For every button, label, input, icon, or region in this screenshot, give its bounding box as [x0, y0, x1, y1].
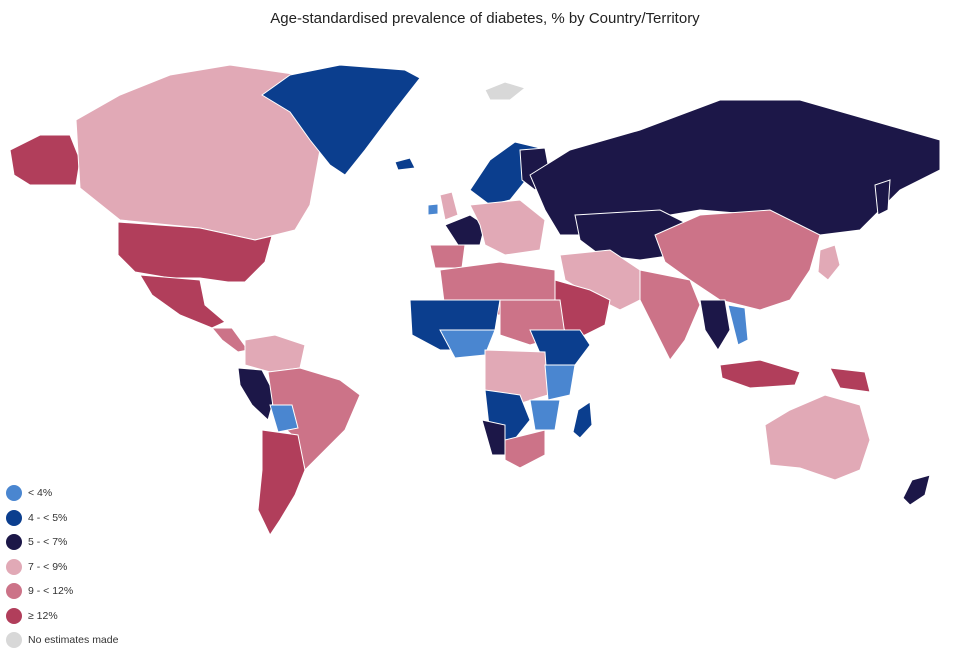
region-usa: [117, 221, 273, 283]
region-southern-africa: [504, 429, 546, 469]
region-peru-ecuador: [237, 367, 276, 421]
legend-label: 4 - < 5%: [28, 511, 68, 524]
region-iceland: [394, 157, 416, 171]
region-mozambique: [529, 399, 561, 431]
region-bolivia: [269, 404, 299, 433]
region-central-america: [210, 327, 249, 353]
region-ireland: [427, 203, 439, 216]
legend-label: 9 - < 12%: [28, 585, 74, 598]
region-central-europe: [469, 199, 546, 256]
legend-item: 9 - < 12%: [6, 579, 118, 604]
region-east-africa: [544, 364, 576, 401]
legend-swatch: [6, 509, 22, 526]
region-china: [654, 209, 821, 311]
legend-item: 5 - < 7%: [6, 530, 118, 555]
region-mexico: [139, 274, 226, 329]
legend-swatch: [6, 558, 22, 575]
legend-label: 7 - < 9%: [28, 560, 68, 573]
region-uk-ireland: [439, 191, 459, 221]
region-greenland: [261, 64, 421, 176]
region-india-south-asia: [639, 269, 701, 361]
region-argentina-chile: [257, 429, 306, 537]
legend-item: < 4%: [6, 481, 118, 506]
legend-item: 7 - < 9%: [6, 555, 118, 580]
world-choropleth-map: [9, 64, 941, 537]
region-middle-east: [559, 249, 641, 311]
region-madagascar: [572, 401, 593, 439]
legend-item: 4 - < 5%: [6, 506, 118, 531]
legend-swatch: [6, 485, 22, 502]
legend-swatch: [6, 583, 22, 600]
region-svalbard: [484, 81, 527, 101]
legend-swatch: [6, 607, 22, 624]
region-myanmar-thailand: [699, 299, 731, 351]
legend-label: ≥ 12%: [28, 609, 58, 622]
region-new-zealand: [902, 474, 931, 506]
region-iberia: [429, 244, 466, 269]
map-title: Age-standardised prevalence of diabetes,…: [270, 10, 700, 27]
legend-swatch: [6, 534, 22, 551]
legend-label: 5 - < 7%: [28, 536, 68, 549]
legend-swatch: [6, 632, 22, 649]
region-sakhalin: [874, 179, 891, 216]
region-australia: [764, 394, 871, 481]
region-japan: [817, 244, 841, 281]
region-vietnam-laos: [727, 304, 749, 346]
region-papua-new-guinea: [829, 367, 871, 393]
region-alaska: [9, 134, 81, 186]
legend-label: < 4%: [28, 487, 53, 500]
legend-item: No estimates made: [6, 628, 118, 653]
region-namibia: [481, 419, 506, 456]
region-indonesia: [719, 359, 801, 389]
region-colombia-venezuela: [244, 334, 306, 373]
region-canada: [75, 64, 321, 241]
map-legend: < 4% 4 - < 5% 5 - < 7% 7 - < 9% 9 - < 12% ≥ 1…: [6, 481, 118, 653]
legend-item: ≥ 12%: [6, 604, 118, 629]
legend-label: No estimates made: [28, 634, 119, 647]
